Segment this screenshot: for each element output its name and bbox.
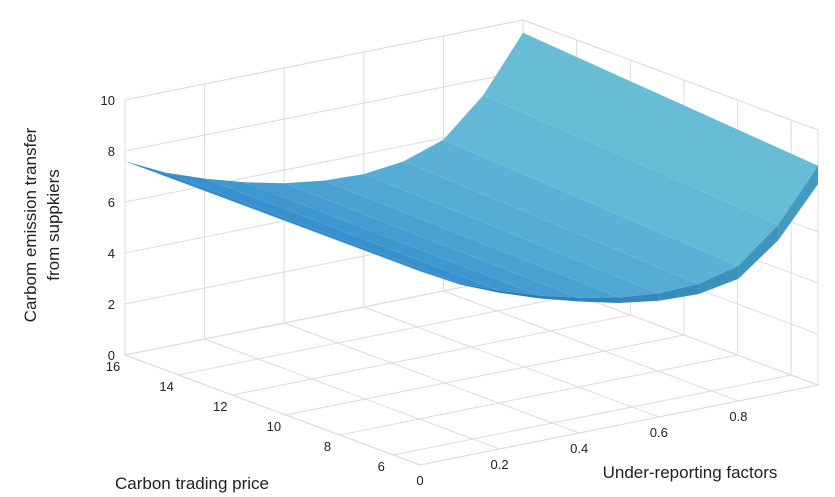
- z-tick-label: 4: [108, 246, 115, 261]
- z-axis-title-line2: from suppkiers: [44, 169, 63, 280]
- surface-patch: [363, 161, 699, 294]
- grid-line-x-floor: [363, 306, 659, 418]
- grid-line-x-floor: [284, 322, 580, 434]
- surface-patch: [244, 182, 580, 298]
- grid-line-z-back: [124, 19, 524, 101]
- surface-patch: [125, 161, 460, 284]
- z-tick-label: 0: [108, 348, 115, 363]
- y-axis-title: Carbon trading price: [115, 474, 269, 493]
- surface-patch-front: [658, 284, 699, 301]
- surface-patch-front: [499, 290, 540, 299]
- x-axis-title: Under-reporting factors: [603, 463, 778, 482]
- grid-line-y-floor: [339, 354, 738, 436]
- grid-line-y-floor: [232, 314, 631, 396]
- y-tick-label: 12: [213, 399, 227, 414]
- surface-patch-front: [619, 293, 659, 303]
- y-tick-label: 8: [324, 439, 331, 454]
- grid-line-z-back: [124, 70, 524, 152]
- surface-patch: [204, 178, 540, 296]
- surface-patch: [164, 172, 500, 291]
- grid-line-y-floor: [178, 294, 577, 376]
- grid-line-x-floor: [204, 338, 500, 450]
- grid-line-z-back: [124, 274, 524, 356]
- grid-line-x-floor: [443, 290, 739, 402]
- surface-patch: [483, 32, 818, 225]
- z-axis-title-line1: Carbom emission transfer: [21, 127, 40, 322]
- y-axis-line: [124, 354, 421, 466]
- tick-labels: 0 2 4 6 8 10 0 0.2 0.4 0.6 0.8 6 8 10 12 14 16: [101, 93, 748, 488]
- surface-patch: [284, 180, 619, 298]
- surface-patch-front: [738, 224, 779, 279]
- x-axis-line: [419, 384, 819, 466]
- surface-patch-front: [539, 295, 580, 302]
- y-tick-label: 14: [159, 379, 173, 394]
- y-tick-label: 6: [378, 459, 385, 474]
- y-tick-label: 10: [267, 419, 281, 434]
- surface-patch-front: [420, 271, 460, 285]
- surface-patch: [443, 95, 779, 266]
- data-surface: [125, 32, 818, 303]
- z-tick-label: 6: [108, 195, 115, 210]
- surface-patch-front: [459, 283, 500, 293]
- grid-line-y-floor: [285, 334, 685, 416]
- grid-line-y-floor: [393, 374, 792, 456]
- grid-line-z-side: [522, 19, 819, 131]
- surface-patch-front: [579, 297, 619, 303]
- x-tick-label: 0: [416, 473, 423, 488]
- x-tick-label: 0.4: [570, 441, 588, 456]
- surface-patch: [403, 139, 739, 284]
- z-tick-label: 2: [108, 297, 115, 312]
- x-tick-label: 0.2: [491, 457, 509, 472]
- surface-patch: [324, 174, 659, 298]
- y-tick-label: 16: [106, 359, 120, 374]
- x-tick-label: 0.8: [729, 409, 747, 424]
- z-tick-label: 8: [108, 144, 115, 159]
- x-tick-label: 0.6: [650, 425, 668, 440]
- surface-patch-front: [778, 165, 818, 241]
- surface-patch-front: [698, 265, 739, 295]
- z-tick-label: 10: [101, 93, 115, 108]
